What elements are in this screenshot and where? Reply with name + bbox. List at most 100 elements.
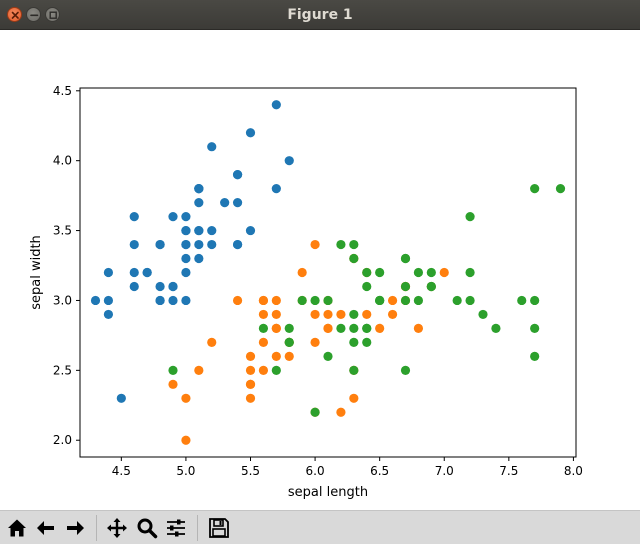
data-point-series-1 [129,239,139,250]
configure-subplots-button[interactable] [163,515,189,541]
data-point-series-2 [194,365,204,375]
data-point-series-3 [284,337,294,347]
data-point-series-2 [413,323,424,334]
zoom-button[interactable] [134,515,160,541]
x-axis-label: sepal length [288,485,368,500]
data-point-series-2 [284,351,294,361]
home-button[interactable] [4,515,30,541]
data-point-series-1 [155,295,165,306]
data-point-series-1 [116,393,126,403]
data-point-series-3 [310,407,320,417]
data-point-series-2 [271,351,281,361]
data-point-series-3 [362,267,372,278]
figure-canvas[interactable]: 4.5 5.0 5.5 6.0 6.5 7.0 7.5 8.0 2.0 2.5 3.0 3.5 4.0… [0,30,640,510]
y-axis-label: sepal width [29,235,44,310]
pan-button[interactable] [104,515,130,541]
y-axis-ticks: 2.0 2.5 3.0 3.5 4.0 4.5 [53,84,80,447]
data-point-series-1 [232,239,243,250]
navigation-toolbar [0,510,640,544]
data-point-series-3 [323,295,333,306]
window-minimize-button[interactable] [26,7,41,22]
x-tick-label: 7.5 [499,464,518,478]
data-point-series-2 [439,267,449,278]
data-point-series-2 [181,393,191,403]
data-point-series-2 [258,337,269,347]
floppy-disk-icon [209,518,229,538]
data-point-series-2 [207,337,217,347]
window-title: Figure 1 [287,7,353,23]
data-point-series-1 [181,253,191,264]
data-point-series-1 [194,225,204,236]
data-point-series-1 [284,156,294,166]
data-point-series-2 [349,393,359,403]
data-point-series-2 [245,393,256,403]
data-point-series-2 [336,309,346,320]
data-point-series-1 [194,198,204,208]
data-point-series-3 [400,365,411,375]
data-point-series-3 [349,309,359,320]
data-point-series-1 [271,100,281,110]
data-point-series-3 [362,323,372,334]
data-point-series-1 [207,239,217,250]
data-point-series-3 [349,337,359,347]
toolbar-separator [96,515,97,541]
y-tick-label: 4.0 [53,154,72,168]
data-point-series-2 [387,295,398,306]
data-point-series-3 [310,295,320,306]
data-point-series-1 [232,198,243,208]
data-point-series-3 [465,211,475,222]
data-point-series-1 [103,295,114,306]
data-point-series-2 [258,365,269,375]
scatter-plot: 4.5 5.0 5.5 6.0 6.5 7.0 7.5 8.0 2.0 2.5 3.0 3.5 4.0… [29,84,583,500]
axes-frame [79,87,577,458]
forward-button[interactable] [62,515,88,541]
minimize-icon [30,14,39,17]
data-point-series-3 [400,281,411,292]
data-point-series-3 [400,295,411,306]
data-point-series-1 [129,267,139,278]
data-point-series-3 [297,295,307,306]
data-point-series-1 [245,128,256,138]
close-icon [11,11,19,19]
data-point-series-1 [181,211,191,222]
data-point-series-2 [245,365,256,375]
data-point-series-2 [271,323,281,334]
x-tick-label: 6.5 [370,464,389,478]
data-point-series-2 [310,239,320,250]
data-point-series-1 [181,225,191,236]
x-tick-label: 6.0 [306,464,325,478]
back-button[interactable] [33,515,59,541]
data-point-series-1 [103,309,114,320]
data-point-series-1 [207,142,217,152]
data-point-series-3 [400,253,411,264]
window-close-button[interactable] [7,7,22,22]
data-point-series-3 [362,281,372,292]
data-point-series-3 [530,184,540,194]
window-maximize-button[interactable] [45,7,60,22]
arrow-left-icon [37,521,54,535]
data-point-series-1 [155,281,165,292]
data-point-series-3 [271,365,281,375]
data-point-series-2 [375,323,385,334]
arrow-right-icon [67,521,84,535]
data-point-series-2 [168,379,178,389]
data-point-series-3 [375,295,385,306]
data-point-series-2 [271,295,281,306]
toolbar-separator [197,515,198,541]
save-button[interactable] [206,515,232,541]
data-point-series-2 [310,337,320,347]
data-point-series-1 [207,225,217,236]
x-tick-label: 5.0 [176,464,195,478]
y-tick-label: 3.0 [53,293,72,307]
data-point-series-1 [168,295,178,306]
data-point-series-1 [194,239,204,250]
data-point-series-2 [258,309,269,320]
data-point-series-1 [181,239,191,250]
data-point-series-2 [181,435,191,445]
maximize-icon [49,11,57,19]
data-point-series-2 [310,309,320,320]
data-point-series-3 [349,253,359,264]
data-point-series-3 [349,239,359,250]
data-point-series-1 [181,295,191,306]
data-point-series-1 [90,295,101,306]
